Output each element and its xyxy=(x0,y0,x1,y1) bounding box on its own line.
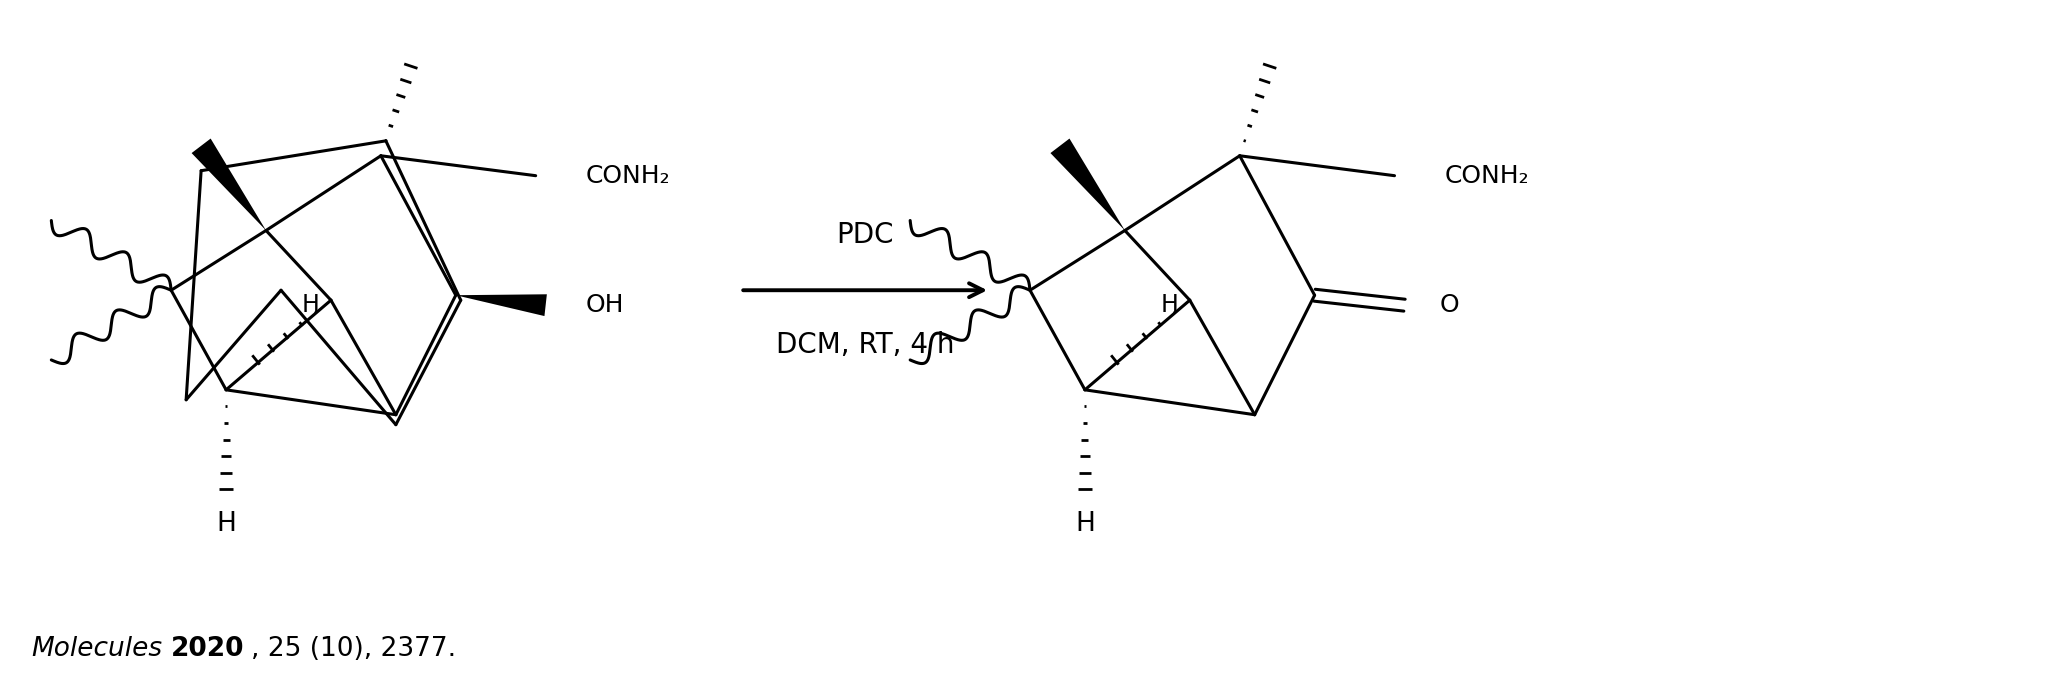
Text: H: H xyxy=(302,293,321,317)
Text: OH: OH xyxy=(586,293,623,317)
Text: Molecules: Molecules xyxy=(31,635,163,662)
Polygon shape xyxy=(1051,139,1125,230)
Text: H: H xyxy=(216,512,237,537)
Text: H: H xyxy=(1076,512,1094,537)
Text: CONH₂: CONH₂ xyxy=(1444,164,1528,188)
Text: CONH₂: CONH₂ xyxy=(586,164,671,188)
Text: DCM, RT, 4 h: DCM, RT, 4 h xyxy=(775,331,954,359)
Text: , 25 (10), 2377.: , 25 (10), 2377. xyxy=(251,635,457,662)
Text: 2020: 2020 xyxy=(171,635,245,662)
Polygon shape xyxy=(457,294,547,316)
Text: PDC: PDC xyxy=(837,221,895,249)
Text: H: H xyxy=(1160,293,1179,317)
Text: O: O xyxy=(1440,293,1458,317)
Polygon shape xyxy=(191,139,265,230)
